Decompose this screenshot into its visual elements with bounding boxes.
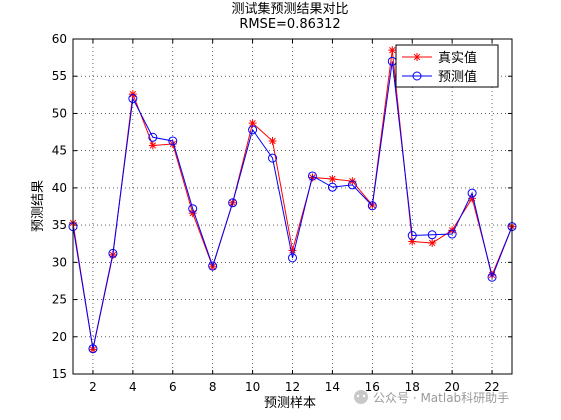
watermark: 公众号 · Matlab科研助手	[354, 390, 509, 405]
y-tick-label: 45	[52, 144, 67, 158]
x-tick-label: 8	[209, 380, 217, 394]
data-point	[149, 141, 157, 149]
watermark-text: 公众号 · Matlab科研助手	[373, 391, 509, 405]
legend-label: 真实值	[438, 50, 477, 66]
y-tick-label: 55	[52, 69, 67, 83]
y-axis-label: 预测结果	[31, 180, 46, 232]
data-point	[428, 239, 436, 247]
x-tick-label: 12	[285, 380, 300, 394]
x-tick-label: 4	[129, 380, 137, 394]
wechat-icon	[354, 390, 368, 404]
chart-title: 测试集预测结果对比	[231, 1, 348, 17]
y-tick-label: 50	[52, 106, 67, 120]
x-axis-label: 预测样本	[264, 396, 316, 411]
data-point	[328, 175, 336, 183]
y-tick-label: 20	[52, 330, 67, 344]
y-tick-label: 60	[52, 32, 67, 46]
x-tick-label: 10	[245, 380, 260, 394]
y-tick-label: 35	[52, 218, 67, 232]
y-tick-label: 40	[52, 181, 67, 195]
legend-marker	[413, 53, 421, 61]
y-tick-label: 15	[52, 367, 67, 381]
x-tick-label: 14	[325, 380, 340, 394]
y-tick-label: 30	[52, 255, 67, 269]
legend-label: 预测值	[438, 69, 477, 85]
data-point	[388, 46, 396, 54]
y-tick-label: 25	[52, 293, 67, 307]
x-tick-label: 6	[169, 380, 177, 394]
chart-subtitle: RMSE=0.86312	[239, 17, 340, 32]
x-tick-label: 2	[89, 380, 97, 394]
data-point	[269, 137, 277, 145]
